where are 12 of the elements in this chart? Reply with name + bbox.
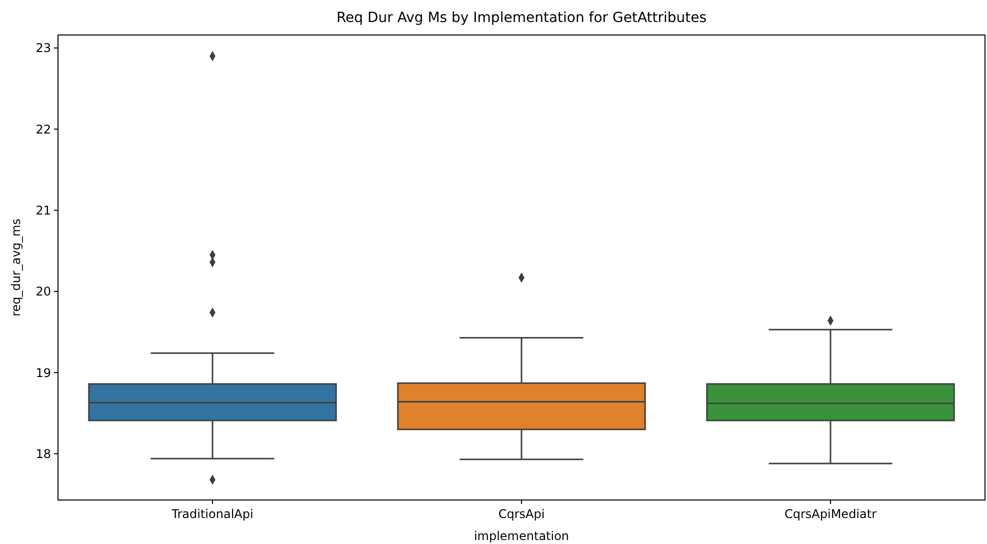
y-tick-label: 23: [36, 41, 51, 56]
x-axis-title: implementation: [474, 529, 570, 543]
y-tick-label: 19: [36, 366, 51, 380]
x-tick-label: CqrsApiMediatr: [784, 507, 877, 521]
y-axis-title: req_dur_avg_ms: [9, 218, 23, 316]
y-tick-label: 18: [36, 446, 51, 461]
chart-title: Req Dur Avg Ms by Implementation for GetAttributes: [336, 10, 707, 26]
x-tick-label: CqrsApi: [498, 507, 545, 521]
x-tick-label: TraditionalApi: [170, 507, 254, 521]
y-tick-label: 21: [36, 203, 51, 218]
y-tick-label: 20: [36, 284, 51, 299]
y-tick-label: 22: [36, 122, 51, 136]
